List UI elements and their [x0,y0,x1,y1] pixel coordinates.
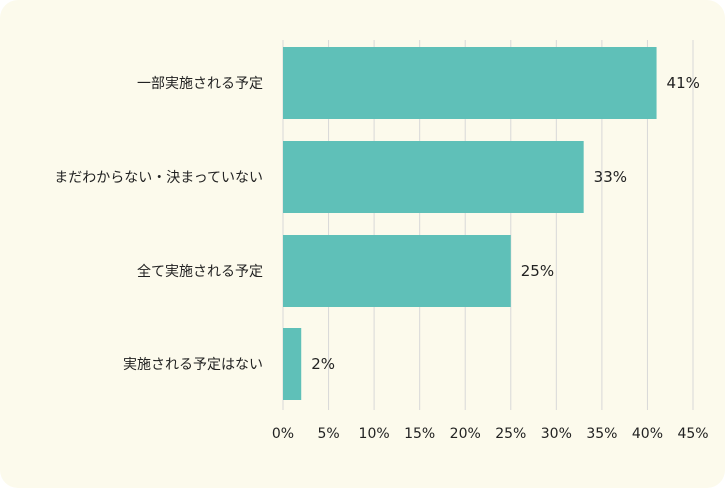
x-tick-label: 45% [677,426,708,442]
x-tick-label: 35% [586,426,617,442]
bar-3 [283,328,302,400]
category-label: 全て実施される予定 [137,263,263,280]
x-tick-label: 20% [450,426,481,442]
x-tick-label: 25% [495,426,526,442]
bar-0 [283,47,657,119]
category-label: 実施される予定はない [123,357,263,373]
category-label: まだわからない・決まっていない [54,170,263,186]
data-label: 33% [594,168,627,186]
x-tick-label: 30% [541,426,572,442]
x-tick-label: 15% [404,426,435,442]
x-tick-label: 0% [272,426,294,442]
x-tick-label: 5% [317,426,339,442]
category-labels: 一部実施される予定まだわからない・決まっていない全て実施される予定実施される予定… [54,76,263,373]
x-tick-label: 40% [632,426,663,442]
x-axis-tick-labels: 0% 5% 10% 15% 20% 25% 30% 35% 40% 45% [272,426,709,442]
category-label: 一部実施される予定 [137,76,263,92]
x-tick-label: 10% [359,426,390,442]
data-label: 25% [521,262,554,280]
data-label: 2% [311,355,335,373]
data-label: 41% [667,74,700,92]
value-labels: 41% 33% 25% 2% [311,74,700,373]
bar-1 [283,141,584,213]
bars [283,47,657,400]
bar-2 [283,235,511,307]
